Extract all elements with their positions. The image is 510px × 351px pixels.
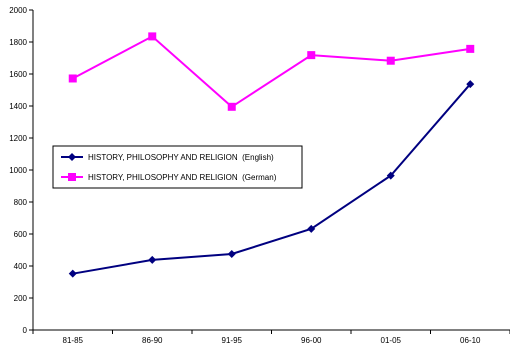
legend-label: HISTORY, PHILOSOPHY AND RELIGION (German… <box>88 173 277 182</box>
y-tick-label: 1800 <box>9 38 27 47</box>
data-point <box>466 44 475 53</box>
legend-label: HISTORY, PHILOSOPHY AND RELIGION (Englis… <box>88 153 274 162</box>
y-tick-label: 0 <box>23 326 28 335</box>
y-tick-label: 2000 <box>9 6 27 15</box>
y-tick-label: 400 <box>14 262 28 271</box>
data-point <box>307 224 316 233</box>
data-point <box>466 80 475 89</box>
y-tick-label: 1200 <box>9 134 27 143</box>
x-tick-label: 06-10 <box>460 336 481 345</box>
x-tick-label: 91-95 <box>222 336 243 345</box>
data-point <box>68 74 77 83</box>
data-point <box>227 102 236 111</box>
data-point <box>227 250 236 258</box>
y-tick-label: 1400 <box>9 102 27 111</box>
y-tick-label: 1000 <box>9 166 27 175</box>
x-tick-label: 01-05 <box>381 336 402 345</box>
data-point <box>386 56 395 65</box>
axes: 0 200 400 600 800 1000 1200 1400 1600 1800 2000 81-… <box>9 6 510 345</box>
data-point <box>307 51 316 60</box>
x-tick-label: 81-85 <box>63 336 84 345</box>
y-tick-label: 800 <box>14 198 28 207</box>
series-layer <box>68 32 475 278</box>
legend: HISTORY, PHILOSOPHY AND RELIGION (Englis… <box>52 145 303 189</box>
x-tick-label: 86-90 <box>142 336 163 345</box>
y-tick-label: 600 <box>14 230 28 239</box>
legend-marker <box>68 153 76 161</box>
y-tick-label: 1600 <box>9 70 27 79</box>
data-point <box>386 171 395 180</box>
data-point <box>148 32 157 41</box>
series-line-0 <box>72 83 472 275</box>
data-point <box>68 269 77 278</box>
series-line-1 <box>72 35 471 109</box>
legend-box <box>52 145 303 189</box>
x-tick-label: 96-00 <box>301 336 322 345</box>
y-tick-label: 200 <box>14 294 28 303</box>
data-point <box>148 255 157 264</box>
legend-marker <box>68 173 76 181</box>
